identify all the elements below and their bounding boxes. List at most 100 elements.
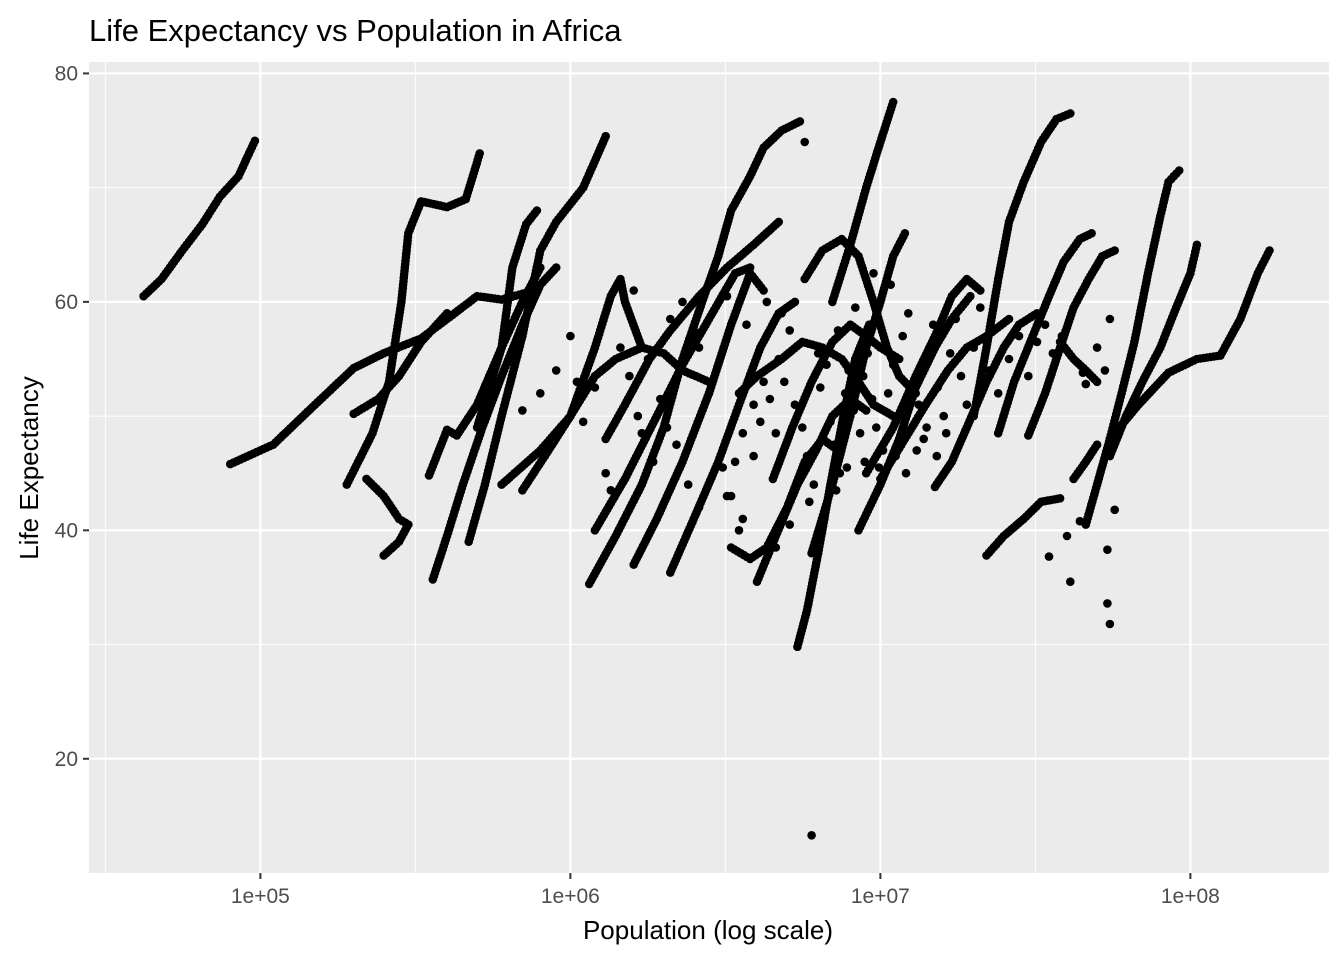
data-point <box>956 371 966 381</box>
data-point <box>860 457 869 467</box>
data-point <box>742 320 751 330</box>
data-point <box>826 417 835 427</box>
data-point <box>976 286 985 295</box>
data-point <box>1078 368 1088 378</box>
data-point <box>625 371 634 381</box>
data-point <box>813 349 823 358</box>
data-point <box>820 514 829 524</box>
data-point <box>518 406 527 415</box>
data-point <box>722 491 732 501</box>
data-point <box>844 366 853 375</box>
data-point <box>928 320 938 330</box>
data-point <box>1105 314 1115 324</box>
chart-title: Life Expectancy vs Population in Africa <box>89 13 622 48</box>
data-point <box>858 371 868 381</box>
data-point <box>831 486 841 495</box>
data-point <box>1048 349 1058 358</box>
data-point <box>909 377 918 387</box>
data-point <box>1087 229 1096 238</box>
data-point <box>1092 343 1102 352</box>
data-point <box>822 360 831 370</box>
data-point <box>851 303 860 312</box>
data-point <box>759 286 768 295</box>
data-point <box>993 389 1003 398</box>
data-point <box>601 131 610 141</box>
data-point <box>672 440 681 450</box>
data-point <box>578 417 588 427</box>
x-tick-label: 1e+06 <box>541 885 600 908</box>
data-point <box>842 463 852 472</box>
data-point <box>863 349 872 358</box>
data-point <box>1192 240 1202 250</box>
data-point <box>795 117 805 126</box>
data-point <box>738 428 748 438</box>
data-point <box>966 291 975 301</box>
data-point <box>601 468 610 478</box>
data-point <box>919 434 928 444</box>
data-point <box>1014 331 1024 341</box>
data-point <box>1265 246 1274 255</box>
x-tick-label: 1e+08 <box>1161 885 1220 908</box>
data-point <box>678 297 687 307</box>
data-point <box>551 263 561 272</box>
x-tick-label: 1e+07 <box>851 885 910 908</box>
data-point <box>969 343 978 352</box>
data-point <box>759 377 768 387</box>
data-point <box>855 428 865 438</box>
data-point <box>1100 366 1110 375</box>
panel-background <box>89 62 1329 873</box>
data-point <box>933 383 942 392</box>
data-point <box>891 451 900 461</box>
data-point <box>1004 354 1014 364</box>
x-tick-label: 1e+05 <box>231 885 290 908</box>
data-point <box>762 297 772 307</box>
data-point <box>816 383 825 392</box>
data-point <box>774 354 783 364</box>
data-point <box>756 417 765 427</box>
data-point <box>590 383 600 392</box>
data-point <box>643 354 653 364</box>
x-axis: 1e+05 1e+06 1e+07 1e+08 <box>231 873 1220 908</box>
data-point <box>932 451 942 461</box>
data-point <box>1081 379 1091 389</box>
data-point <box>1024 371 1033 381</box>
data-point <box>785 326 794 335</box>
data-point <box>1066 577 1075 586</box>
data-point <box>379 551 389 560</box>
data-point <box>1092 440 1102 450</box>
data-point <box>883 389 893 398</box>
data-point <box>1103 599 1112 608</box>
data-point <box>718 463 727 472</box>
data-point <box>830 440 839 450</box>
data-point <box>637 428 647 438</box>
y-tick-label: 60 <box>55 291 78 314</box>
data-point <box>730 457 740 467</box>
data-point <box>1044 552 1054 561</box>
data-point <box>1040 320 1050 330</box>
data-point <box>807 831 816 840</box>
data-point <box>800 137 809 147</box>
data-point <box>722 291 732 301</box>
data-point <box>790 400 800 410</box>
data-point <box>951 314 960 324</box>
data-point <box>809 480 819 489</box>
data-point <box>962 400 972 410</box>
data-point <box>683 480 693 489</box>
data-point <box>785 520 794 529</box>
data-points <box>139 97 1274 840</box>
data-point <box>551 366 561 375</box>
data-point <box>900 229 910 238</box>
data-point <box>606 486 616 495</box>
data-point <box>1110 505 1119 515</box>
data-point <box>694 343 704 352</box>
data-point <box>912 446 921 455</box>
data-point <box>616 343 625 352</box>
plot-panel <box>89 62 1329 873</box>
data-point <box>878 446 888 455</box>
data-point <box>867 394 877 404</box>
data-point <box>904 309 913 318</box>
data-point <box>1103 545 1112 554</box>
data-point <box>872 423 881 432</box>
data-point <box>738 514 748 524</box>
